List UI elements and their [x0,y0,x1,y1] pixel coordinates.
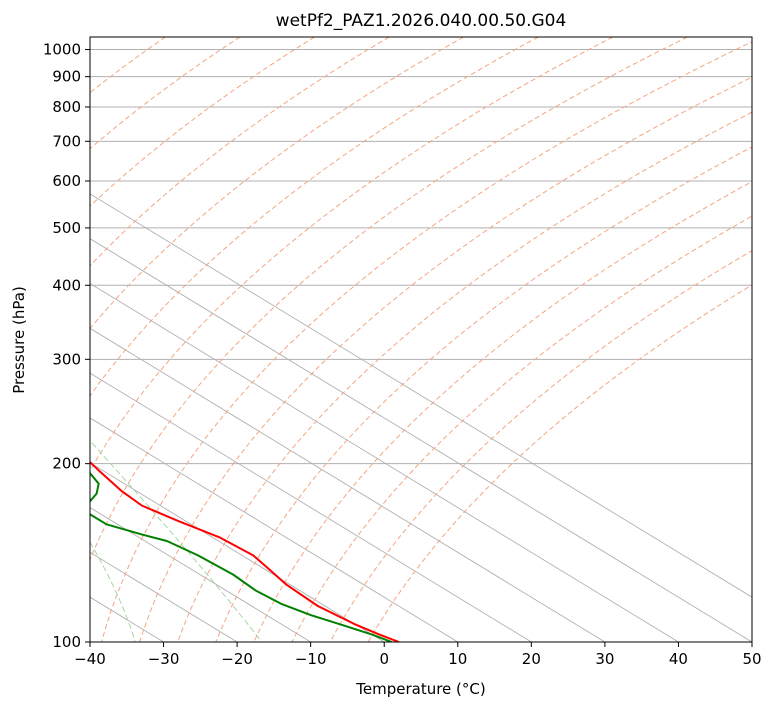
x-tick-label: −20 [221,650,253,668]
dry-adiabat [90,37,539,397]
dry-adiabat [90,37,688,561]
x-tick-label: −30 [148,650,180,668]
x-tick-label: 30 [595,650,614,668]
y-axis-label: Pressure (hPa) [10,286,28,394]
x-axis-label: Temperature (°C) [355,680,485,698]
plot-area [90,37,752,642]
y-tick-label: 200 [52,455,81,473]
dry-adiabat [101,41,752,642]
x-tick-label: 40 [669,650,688,668]
x-tick-label: 50 [742,650,761,668]
isotherm-line [90,372,532,642]
y-tick-label: 1000 [43,41,81,59]
dry-adiabat [177,111,752,642]
y-tick-label: 700 [52,132,81,150]
axes: −40 −30 −20 −10 0 10 20 30 40 50 1000 900 800 700 600 5… [43,41,762,668]
y-tick-label: 300 [52,350,81,368]
x-tick-label: 20 [522,650,541,668]
x-tick-label: −10 [295,650,327,668]
x-tick-label: 10 [448,650,467,668]
dry-adiabat [253,181,752,642]
isotherm-line [90,417,459,642]
chart-title: wetPf2_PAZ1.2026.040.00.50.G04 [276,11,567,31]
dry-adiabat [90,37,241,150]
y-tick-label: 800 [52,98,81,116]
isotherm-line [90,282,679,642]
plot-frame [89,36,753,643]
temperature-profile [90,460,400,642]
dry-adiabat [367,284,752,642]
dry-adiabat [139,76,752,642]
isotherm-line [90,238,752,642]
isotherm-line [90,193,752,598]
isotherm-line [90,462,385,642]
dry-adiabat [90,37,315,207]
y-tick-label: 100 [52,633,81,651]
isotherm-line [90,507,311,642]
y-tick-label: 500 [52,219,81,237]
y-tick-label: 900 [52,68,81,86]
y-tick-label: 600 [52,172,81,190]
dry-adiabat [291,215,752,642]
dry-adiabat [215,146,752,642]
y-tick-label: 400 [52,276,81,294]
x-tick-label: 0 [379,650,389,668]
dewpoint-profile [90,471,392,642]
dry-adiabat [90,37,614,472]
x-tick-label: −40 [74,650,106,668]
